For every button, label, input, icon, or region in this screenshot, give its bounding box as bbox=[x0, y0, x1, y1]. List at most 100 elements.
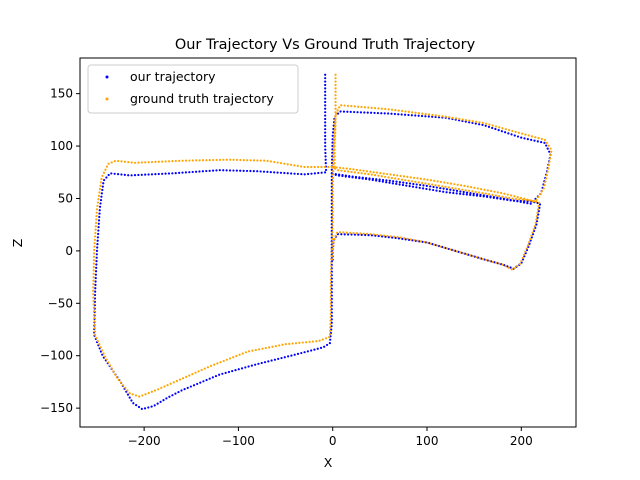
trajectory-point bbox=[385, 181, 388, 184]
trajectory-point bbox=[247, 365, 250, 368]
trajectory-point bbox=[411, 185, 415, 188]
trajectory-point bbox=[510, 133, 513, 136]
y-tick-label: −150 bbox=[40, 401, 73, 415]
trajectory-point bbox=[113, 160, 116, 163]
trajectory-point bbox=[546, 147, 549, 150]
trajectory-point bbox=[544, 180, 547, 183]
trajectory-point bbox=[405, 184, 408, 187]
trajectory-point bbox=[504, 128, 507, 131]
trajectory-point bbox=[188, 374, 191, 377]
trajectory-point bbox=[144, 161, 147, 164]
trajectory-point bbox=[378, 180, 381, 183]
trajectory-point bbox=[369, 170, 372, 173]
trajectory-point bbox=[431, 183, 434, 186]
trajectory-point bbox=[366, 232, 369, 235]
trajectory-point bbox=[331, 173, 335, 176]
trajectory-point bbox=[334, 77, 337, 80]
trajectory-point bbox=[181, 171, 184, 174]
trajectory-point bbox=[483, 188, 486, 191]
trajectory-point bbox=[100, 177, 103, 181]
trajectory-point bbox=[442, 187, 445, 190]
trajectory-point bbox=[308, 340, 311, 343]
trajectory-point bbox=[347, 170, 350, 173]
trajectory-point bbox=[242, 169, 245, 172]
trajectory-point bbox=[283, 356, 286, 359]
trajectory-point bbox=[360, 233, 363, 236]
trajectory-point bbox=[262, 170, 266, 173]
trajectory-point bbox=[419, 183, 422, 187]
trajectory-point bbox=[279, 171, 283, 174]
trajectory-point bbox=[543, 138, 547, 142]
trajectory-point bbox=[481, 123, 484, 126]
trajectory-point bbox=[468, 121, 471, 124]
y-axis-label: Z bbox=[10, 239, 25, 248]
trajectory-point bbox=[333, 237, 336, 241]
trajectory-point bbox=[373, 111, 376, 115]
trajectory-point bbox=[300, 173, 303, 176]
trajectory-point bbox=[133, 174, 137, 177]
trajectory-point bbox=[498, 195, 501, 198]
trajectory-point bbox=[258, 348, 261, 351]
trajectory-point bbox=[507, 132, 510, 135]
trajectory-point bbox=[140, 173, 143, 176]
trajectory-point bbox=[458, 192, 462, 195]
trajectory-point bbox=[101, 188, 104, 192]
trajectory-point bbox=[237, 368, 240, 371]
trajectory-point bbox=[398, 181, 401, 184]
legend-marker-our-trajectory bbox=[105, 75, 109, 79]
trajectory-point bbox=[376, 233, 379, 236]
trajectory-point bbox=[93, 330, 97, 333]
trajectory-point bbox=[92, 279, 95, 282]
trajectory-point bbox=[488, 123, 491, 126]
trajectory-point bbox=[144, 393, 147, 396]
trajectory-point bbox=[364, 233, 367, 237]
trajectory-point bbox=[330, 271, 333, 275]
trajectory-point bbox=[135, 404, 138, 407]
trajectory-point bbox=[97, 222, 100, 225]
trajectory-point bbox=[330, 268, 333, 271]
trajectory-point bbox=[163, 385, 166, 388]
trajectory-point bbox=[519, 199, 522, 203]
legend-box bbox=[87, 64, 299, 114]
trajectory-point bbox=[123, 173, 126, 176]
trajectory-point bbox=[171, 160, 174, 163]
trajectory-point bbox=[327, 165, 330, 169]
trajectory-point bbox=[95, 259, 98, 263]
trajectory-point bbox=[102, 352, 105, 355]
trajectory-point bbox=[376, 111, 380, 115]
trajectory-point bbox=[356, 111, 359, 114]
trajectory-point bbox=[235, 169, 238, 172]
trajectory-point bbox=[99, 181, 103, 184]
trajectory-point bbox=[329, 322, 332, 326]
trajectory-point bbox=[435, 189, 438, 192]
trajectory-point bbox=[218, 373, 221, 376]
trajectory-point bbox=[519, 196, 523, 200]
trajectory-point bbox=[431, 115, 434, 118]
trajectory-point bbox=[485, 195, 489, 198]
trajectory-point bbox=[266, 159, 269, 162]
trajectory-point bbox=[317, 171, 320, 175]
trajectory-point bbox=[413, 176, 416, 179]
trajectory-point bbox=[397, 109, 400, 112]
trajectory-point bbox=[439, 187, 442, 190]
trajectory-point bbox=[444, 115, 448, 118]
trajectory-point bbox=[406, 175, 409, 178]
trajectory-point bbox=[171, 172, 174, 175]
trajectory-point bbox=[259, 170, 262, 173]
trajectory-point bbox=[485, 258, 488, 262]
trajectory-point bbox=[531, 199, 534, 203]
x-tick-label: 200 bbox=[510, 434, 533, 448]
trajectory-point bbox=[415, 186, 418, 189]
legend-label-ground-truth: ground truth trajectory bbox=[130, 91, 274, 106]
trajectory-point bbox=[228, 357, 232, 360]
trajectory-point bbox=[227, 370, 231, 374]
trajectory-point bbox=[534, 221, 537, 225]
trajectory-point bbox=[331, 176, 335, 179]
trajectory-point bbox=[324, 100, 327, 104]
trajectory-point bbox=[332, 244, 335, 247]
trajectory-point bbox=[388, 181, 391, 184]
trajectory-point bbox=[468, 254, 472, 257]
trajectory-point bbox=[201, 159, 205, 162]
trajectory-point bbox=[178, 378, 182, 381]
trajectory-point bbox=[324, 168, 328, 172]
